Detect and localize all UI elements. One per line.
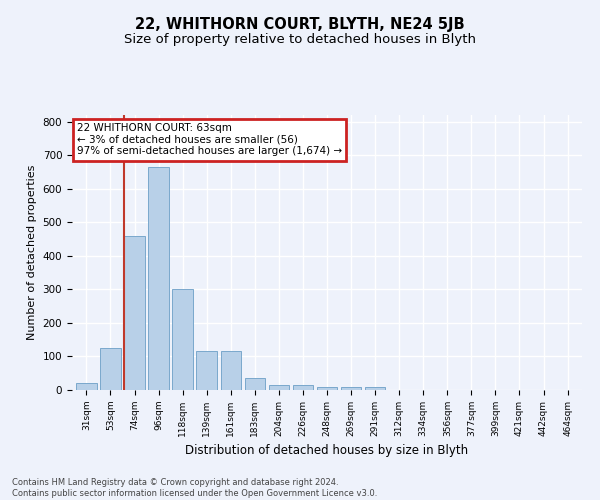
Text: Size of property relative to detached houses in Blyth: Size of property relative to detached ho… xyxy=(124,32,476,46)
Bar xyxy=(341,386,361,390)
Text: Contains HM Land Registry data © Crown copyright and database right 2024.
Contai: Contains HM Land Registry data © Crown c… xyxy=(12,478,377,498)
Bar xyxy=(221,351,241,390)
Bar xyxy=(124,236,145,390)
Bar xyxy=(317,386,337,390)
Bar xyxy=(76,384,97,390)
Bar xyxy=(172,288,193,390)
Bar xyxy=(148,167,169,390)
Bar xyxy=(196,351,217,390)
Bar xyxy=(293,385,313,390)
Text: 22, WHITHORN COURT, BLYTH, NE24 5JB: 22, WHITHORN COURT, BLYTH, NE24 5JB xyxy=(135,18,465,32)
Y-axis label: Number of detached properties: Number of detached properties xyxy=(27,165,37,340)
Bar xyxy=(269,385,289,390)
Text: 22 WHITHORN COURT: 63sqm
← 3% of detached houses are smaller (56)
97% of semi-de: 22 WHITHORN COURT: 63sqm ← 3% of detache… xyxy=(77,123,342,156)
X-axis label: Distribution of detached houses by size in Blyth: Distribution of detached houses by size … xyxy=(185,444,469,458)
Bar xyxy=(245,378,265,390)
Bar xyxy=(365,386,385,390)
Bar xyxy=(100,348,121,390)
